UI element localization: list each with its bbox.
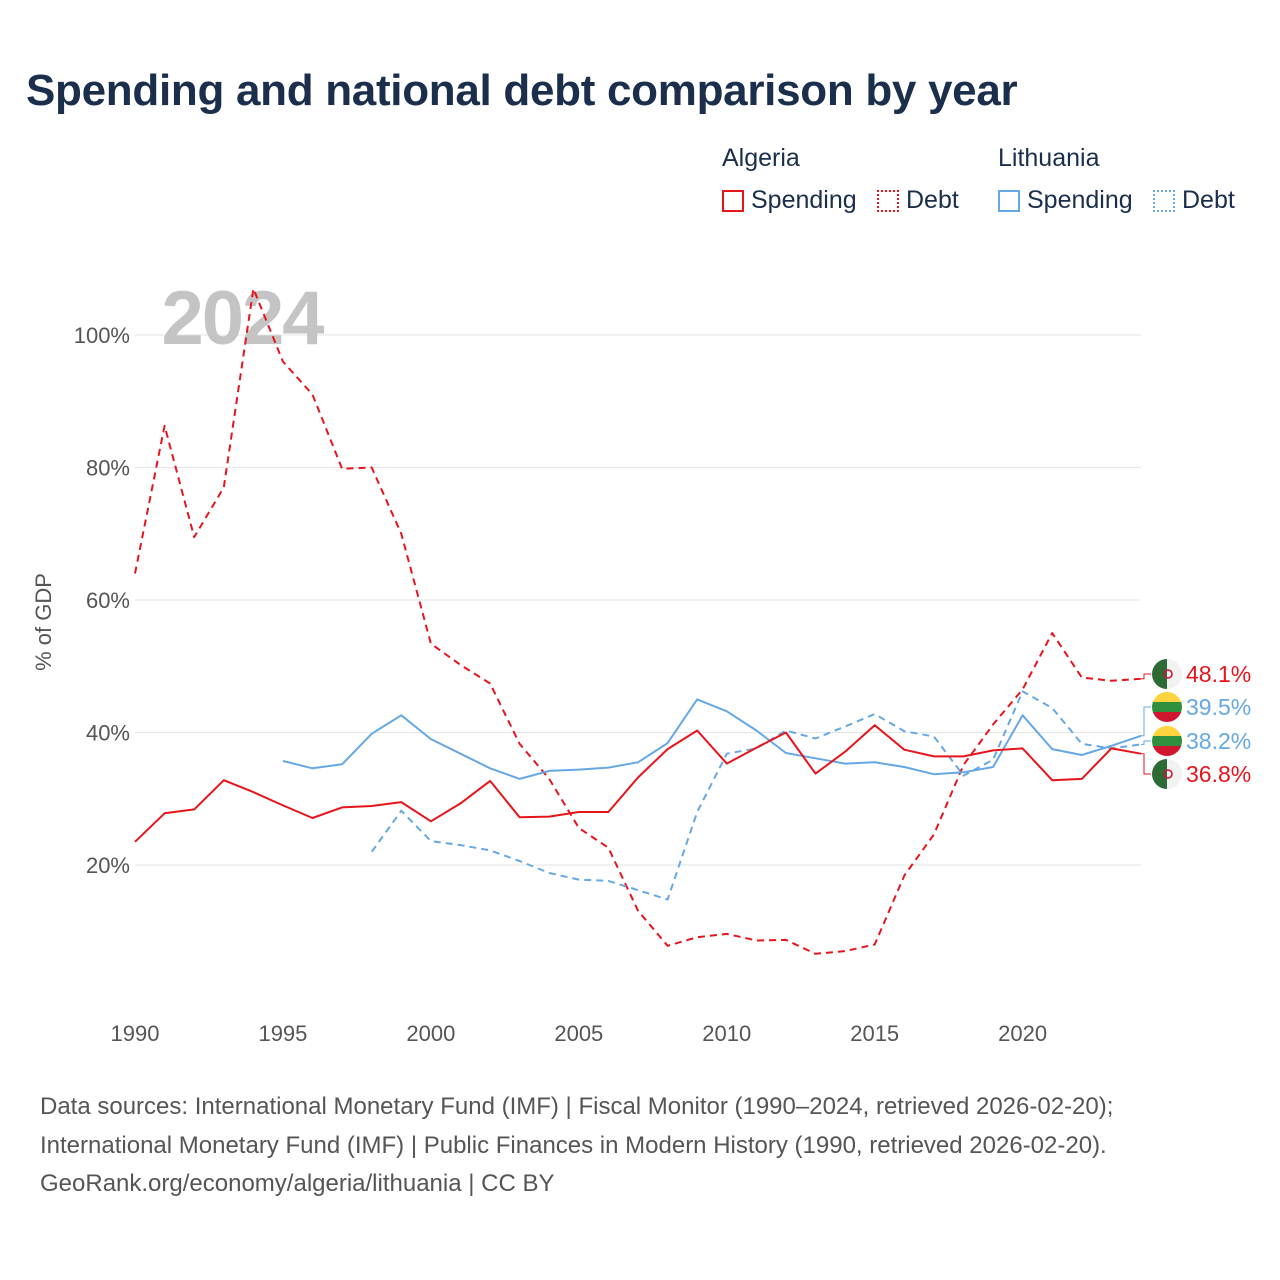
end-value-label: 38.2%: [1186, 728, 1251, 754]
x-tick-label: 2020: [998, 1021, 1047, 1046]
y-tick-label: 80%: [86, 456, 130, 481]
legend-label: Spending: [1027, 186, 1133, 214]
legend-label: Spending: [751, 186, 857, 214]
legend-item-algeria-spending[interactable]: Spending: [722, 186, 857, 215]
y-tick-label: 60%: [86, 588, 130, 613]
series-line-lithuania-debt[interactable]: [370, 690, 1142, 901]
series-line-algeria-debt[interactable]: [134, 287, 1142, 955]
legend-swatch-dotted: [877, 189, 899, 212]
end-value-label: 36.8%: [1186, 761, 1251, 787]
end-value-label: 48.1%: [1186, 661, 1251, 687]
x-tick-label: 1990: [111, 1021, 160, 1046]
legend-label: Debt: [906, 186, 959, 214]
x-tick-label: 2005: [554, 1021, 603, 1046]
end-labels: 48.1% 39.5% 38.2% 36.8%: [1141, 659, 1251, 789]
lithuania-flag-icon: [1152, 726, 1182, 756]
x-axis-ticks: 1990 1995 2000 2005 2010 2015 2020: [111, 1021, 1048, 1046]
legend-item-lithuania-spending[interactable]: Spending: [998, 186, 1133, 215]
end-label-connector: [1141, 753, 1151, 775]
legend-label: Debt: [1182, 186, 1235, 214]
sources-line-2: International Monetary Fund (IMF) | Publ…: [40, 1131, 1107, 1159]
legend-swatch-solid: [998, 189, 1020, 212]
end-label-connector: [1141, 706, 1151, 737]
algeria-flag-icon: [1152, 659, 1182, 689]
legend-swatch-solid: [722, 189, 744, 212]
legend-group-title-algeria: Algeria: [722, 144, 800, 172]
end-value-label: 39.5%: [1186, 694, 1251, 720]
series-lines: [134, 287, 1142, 955]
end-label-connector: [1141, 740, 1151, 745]
legend-group-title-lithuania: Lithuania: [998, 144, 1100, 172]
y-tick-label: 40%: [86, 721, 130, 746]
line-chart: 2024 20% 40% 60% 80% 100% 1990 1995 2000 2005 20…: [31, 276, 1251, 1046]
x-tick-label: 2010: [702, 1021, 751, 1046]
data-sources: Data sources: International Monetary Fun…: [40, 1088, 1113, 1204]
chart-title: Spending and national debt comparison by…: [26, 66, 1018, 115]
sources-line-3[interactable]: GeoRank.org/economy/algeria/lithuania | …: [40, 1170, 555, 1197]
series-line-algeria-spending[interactable]: [134, 724, 1142, 843]
y-tick-label: 100%: [74, 323, 130, 348]
x-tick-label: 2015: [850, 1021, 899, 1046]
algeria-flag-icon: [1152, 759, 1182, 789]
grid-lines: [135, 334, 1141, 866]
legend-item-algeria-debt[interactable]: Debt: [877, 186, 959, 215]
legend-swatch-dotted: [1153, 189, 1175, 212]
series-line-lithuania-spending[interactable]: [282, 698, 1142, 780]
y-axis-label: % of GDP: [31, 573, 56, 671]
x-tick-label: 1995: [258, 1021, 307, 1046]
end-label-connector: [1141, 673, 1151, 680]
legend-item-lithuania-debt[interactable]: Debt: [1153, 186, 1235, 215]
x-tick-label: 2000: [406, 1021, 455, 1046]
y-axis-ticks: 20% 40% 60% 80% 100%: [74, 323, 130, 878]
sources-line-1: Data sources: International Monetary Fun…: [40, 1093, 1114, 1120]
year-watermark: 2024: [161, 276, 324, 361]
y-tick-label: 20%: [86, 853, 130, 878]
lithuania-flag-icon: [1152, 692, 1182, 722]
